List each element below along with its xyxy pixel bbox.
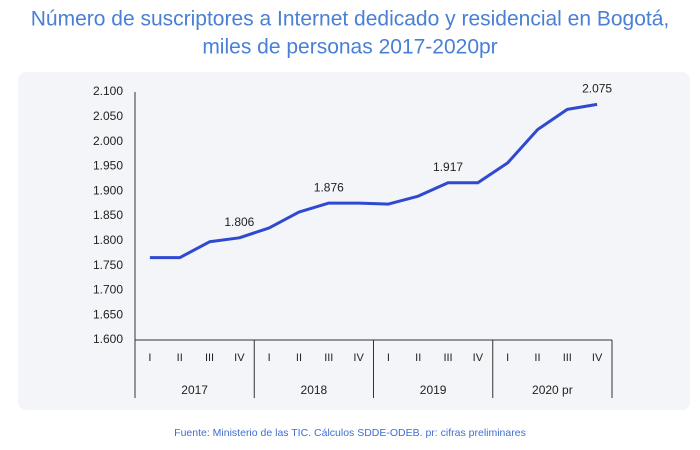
- x-tick-label: III: [205, 352, 214, 364]
- source-note: Fuente: Ministerio de las TIC. Cálculos …: [174, 427, 526, 439]
- y-tick-label: 2.000: [93, 134, 123, 148]
- y-tick-label: 1.800: [93, 233, 123, 247]
- y-tick-label: 2.050: [93, 109, 123, 123]
- x-tick-label: II: [534, 352, 540, 364]
- x-tick-label: III: [324, 352, 333, 364]
- y-tick-label: 2.100: [93, 84, 123, 98]
- y-tick-label: 1.600: [93, 332, 123, 346]
- group-label: 2018: [301, 383, 328, 397]
- group-label: 2017: [181, 383, 208, 397]
- y-tick-label: 1.950: [93, 159, 123, 173]
- y-tick-label: 1.850: [93, 208, 123, 222]
- y-tick-label: 1.750: [93, 258, 123, 272]
- data-label: 1.876: [314, 180, 344, 194]
- data-line: [149, 102, 598, 260]
- y-tick-label: 1.900: [93, 183, 123, 197]
- x-tick-label: II: [415, 352, 421, 364]
- chart-title: miles de personas 2017-2020pr: [202, 36, 497, 59]
- x-tick-label: I: [148, 352, 151, 364]
- x-tick-label: III: [443, 352, 452, 364]
- x-tick-label: IV: [592, 352, 603, 364]
- x-tick-label: IV: [473, 352, 484, 364]
- x-tick-label: I: [387, 352, 390, 364]
- x-tick-label: I: [506, 352, 509, 364]
- chart-title: Número de suscriptores a Internet dedica…: [31, 8, 670, 31]
- group-label: 2019: [420, 383, 447, 397]
- y-tick-label: 1.700: [93, 283, 123, 297]
- data-label: 1.806: [224, 215, 254, 229]
- y-tick-label: 1.650: [93, 307, 123, 321]
- chart-background: [18, 72, 690, 410]
- data-label: 2.075: [582, 82, 612, 96]
- x-tick-label: IV: [353, 352, 364, 364]
- x-tick-label: III: [563, 352, 572, 364]
- x-tick-label: II: [296, 352, 302, 364]
- x-tick-label: II: [177, 352, 183, 364]
- x-tick-label: IV: [234, 352, 245, 364]
- data-label: 1.917: [433, 160, 463, 174]
- group-label: 2020 pr: [532, 383, 573, 397]
- x-tick-label: I: [268, 352, 271, 364]
